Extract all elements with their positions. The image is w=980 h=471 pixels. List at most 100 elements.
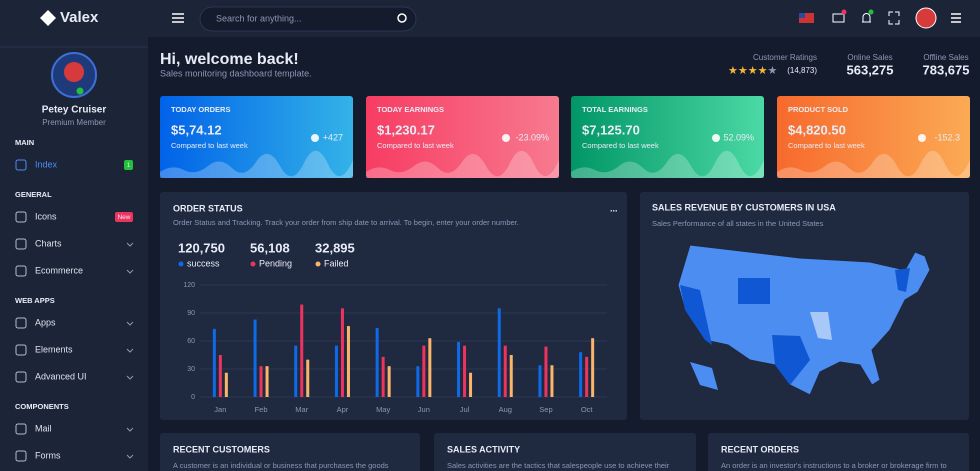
bell-icon[interactable] xyxy=(862,13,871,23)
ratings-count: (14,873) xyxy=(787,66,817,75)
flag-canton xyxy=(799,13,805,18)
bell-dot xyxy=(868,9,874,15)
nav-icon xyxy=(15,450,27,462)
x-tick-label: May xyxy=(376,405,390,414)
y-tick-label: 90 xyxy=(187,310,195,317)
bottom-title: RECENT CUSTOMERS xyxy=(173,444,270,454)
nav-item[interactable]: Charts xyxy=(35,238,62,248)
total-dot xyxy=(178,261,184,267)
bar xyxy=(381,356,385,397)
bottom-card xyxy=(160,433,420,471)
nav-icon xyxy=(15,265,27,277)
y-tick-label: 60 xyxy=(187,338,195,345)
kpi-change-icon xyxy=(712,134,720,142)
nav-icon xyxy=(15,159,27,171)
welcome-subtitle: Sales monitoring dashboard template. xyxy=(160,68,312,78)
fullscreen-icon[interactable] xyxy=(888,11,900,25)
nav-section: WEB APPS xyxy=(15,296,55,305)
state-mo xyxy=(810,312,832,340)
nav-item[interactable]: Apps xyxy=(35,317,56,327)
kpi-value: $7,125.70 xyxy=(582,122,640,137)
mail-icon[interactable] xyxy=(832,13,845,23)
state-ca xyxy=(680,285,712,345)
nav-item[interactable]: Forms xyxy=(35,450,61,460)
total-label: Failed xyxy=(324,258,349,268)
kpi-change-icon xyxy=(502,134,510,142)
bottom-card xyxy=(708,433,969,471)
nav-item[interactable]: Mail xyxy=(35,423,52,433)
online-value: 563,275 xyxy=(847,62,894,77)
nav-item[interactable]: Advanced UI xyxy=(35,371,87,381)
brand: Valex xyxy=(60,9,99,26)
more-button[interactable]: ... xyxy=(610,203,618,213)
kpi-title: TODAY ORDERS xyxy=(171,105,230,114)
bar xyxy=(265,366,269,397)
kpi-change: -23.09% xyxy=(515,132,549,142)
bottom-description: An order is an investor's instructions t… xyxy=(721,461,947,470)
map-subtitle: Sales Performance of all states in the U… xyxy=(652,219,824,228)
menu-toggle[interactable] xyxy=(172,13,184,23)
bar xyxy=(463,345,467,397)
nav-badge xyxy=(115,212,133,222)
y-tick-label: 30 xyxy=(187,366,195,373)
profile-avatar[interactable] xyxy=(915,7,937,29)
bar xyxy=(375,327,379,397)
logo-icon xyxy=(40,10,56,26)
chevron xyxy=(126,375,134,380)
bar xyxy=(579,352,583,397)
x-tick-label: Oct xyxy=(581,405,594,414)
nav-icon xyxy=(15,371,27,383)
sparkline xyxy=(160,150,353,178)
x-tick-label: Aug xyxy=(499,405,512,414)
bar xyxy=(340,308,344,397)
bar xyxy=(387,366,391,397)
search-placeholder: Search for anything... xyxy=(216,13,302,23)
flag[interactable] xyxy=(799,13,814,23)
chevron xyxy=(126,321,134,326)
kpi-title: TODAY EARNINGS xyxy=(377,105,444,114)
chevron xyxy=(126,348,134,353)
total-dot xyxy=(315,261,321,267)
nav-section: COMPONENTS xyxy=(15,402,69,411)
kpi-note: Compared to last week xyxy=(377,141,454,150)
sparkline xyxy=(366,150,559,178)
chevron xyxy=(126,242,134,247)
search-icon[interactable] xyxy=(397,13,407,23)
bottom-description: A customer is an individual or business … xyxy=(173,461,389,470)
kpi-card xyxy=(777,96,970,178)
kpi-change-icon xyxy=(311,134,319,142)
bar xyxy=(346,326,350,397)
kpi-change: +427 xyxy=(323,132,343,142)
total-dot xyxy=(250,261,256,267)
online-label: Online Sales xyxy=(847,53,892,62)
search-box[interactable] xyxy=(199,6,417,32)
x-tick-label: Jun xyxy=(418,405,430,414)
bar xyxy=(224,372,228,397)
sidebar-toggle[interactable] xyxy=(951,13,961,23)
x-tick-label: Feb xyxy=(255,405,268,414)
total-label: Pending xyxy=(259,258,292,268)
kpi-note: Compared to last week xyxy=(171,141,248,150)
order-description: Order Status and Tracking. Track your or… xyxy=(173,218,519,227)
nav-item[interactable]: Index xyxy=(35,159,58,169)
bar xyxy=(306,359,310,397)
avatar-face xyxy=(64,62,84,82)
bar xyxy=(503,345,507,397)
bar xyxy=(585,356,589,397)
chevron xyxy=(126,269,134,274)
bar xyxy=(550,365,554,397)
nav-item[interactable]: Ecommerce xyxy=(35,265,83,275)
bar xyxy=(334,345,338,397)
bar xyxy=(509,355,513,397)
chevron xyxy=(126,427,134,432)
nav-item[interactable]: Icons xyxy=(35,211,57,221)
nav-item[interactable]: Elements xyxy=(35,344,73,354)
nav-badge xyxy=(124,160,133,170)
total-label: success xyxy=(187,258,220,268)
kpi-value: $4,820.50 xyxy=(788,122,846,137)
bar xyxy=(218,355,222,397)
state-ny xyxy=(895,268,910,292)
kpi-note: Compared to last week xyxy=(788,141,865,150)
total-value: 56,108 xyxy=(250,240,290,255)
